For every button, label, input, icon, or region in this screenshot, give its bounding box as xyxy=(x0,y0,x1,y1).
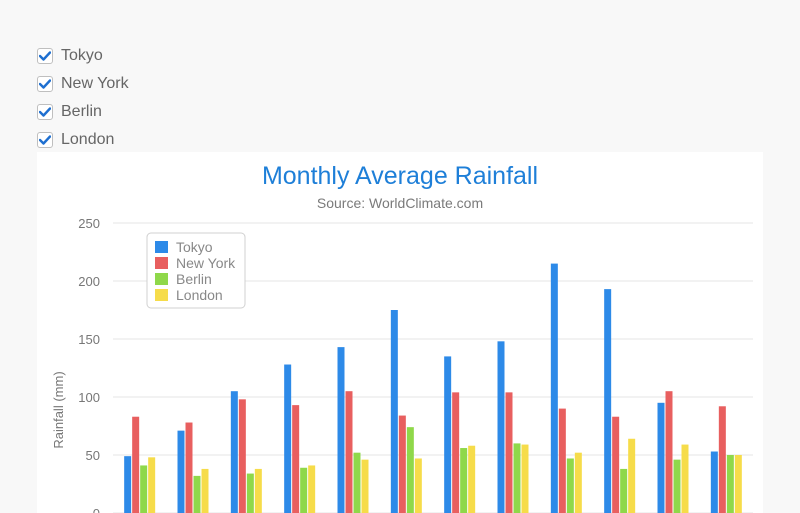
bar[interactable] xyxy=(566,458,574,513)
bars xyxy=(124,263,742,513)
bar[interactable] xyxy=(308,465,316,513)
bar[interactable] xyxy=(246,473,254,513)
bar[interactable] xyxy=(665,391,673,513)
bar[interactable] xyxy=(292,405,300,513)
y-tick-label: 100 xyxy=(78,390,100,405)
filter-label-london: London xyxy=(61,131,115,148)
y-tick-label: 50 xyxy=(86,448,100,463)
bar[interactable] xyxy=(284,364,292,513)
bar[interactable] xyxy=(550,263,558,513)
bar[interactable] xyxy=(238,399,246,513)
checkmark-icon xyxy=(39,79,51,89)
bar[interactable] xyxy=(673,459,681,513)
bar[interactable] xyxy=(468,445,476,513)
series-filter-list: Tokyo New York Berlin London xyxy=(37,42,129,154)
checkbox-new-york[interactable] xyxy=(37,76,53,92)
bar[interactable] xyxy=(444,356,452,513)
bar[interactable] xyxy=(300,467,308,513)
bar[interactable] xyxy=(718,406,726,513)
checkmark-icon xyxy=(39,107,51,117)
bar[interactable] xyxy=(521,444,529,513)
checkbox-london[interactable] xyxy=(37,132,53,148)
bar[interactable] xyxy=(513,443,521,513)
bar[interactable] xyxy=(337,347,345,513)
y-axis-title: Rainfall (mm) xyxy=(51,371,66,448)
y-tick-label: 250 xyxy=(78,216,100,231)
bar[interactable] xyxy=(612,416,620,513)
bar[interactable] xyxy=(132,416,140,513)
bar[interactable] xyxy=(406,427,414,513)
checkmark-icon xyxy=(39,51,51,61)
bar[interactable] xyxy=(148,457,156,513)
filter-label-berlin: Berlin xyxy=(61,103,102,120)
legend-box xyxy=(146,232,246,309)
chart-panel: Monthly Average Rainfall Source: WorldCl… xyxy=(37,152,763,513)
bar[interactable] xyxy=(558,408,566,513)
legend-label[interactable]: London xyxy=(176,287,223,303)
bar[interactable] xyxy=(710,451,718,513)
bar[interactable] xyxy=(193,475,201,513)
bar[interactable] xyxy=(505,392,513,513)
legend-label[interactable]: Berlin xyxy=(176,271,212,287)
legend-label[interactable]: Tokyo xyxy=(176,239,213,255)
bar[interactable] xyxy=(734,455,742,513)
bar[interactable] xyxy=(201,468,209,513)
filter-tokyo[interactable]: Tokyo xyxy=(37,42,129,70)
chart-title: Monthly Average Rainfall xyxy=(262,162,538,190)
bar[interactable] xyxy=(657,402,665,513)
bar[interactable] xyxy=(681,444,689,513)
bar[interactable] xyxy=(390,310,398,513)
bar[interactable] xyxy=(460,448,468,513)
legend-swatch xyxy=(155,257,168,269)
bar[interactable] xyxy=(620,468,628,513)
filter-new-york[interactable]: New York xyxy=(37,70,129,98)
bar[interactable] xyxy=(230,391,238,513)
legend-swatch xyxy=(155,273,168,285)
bar[interactable] xyxy=(628,438,636,513)
bar[interactable] xyxy=(452,392,460,513)
filter-label-tokyo: Tokyo xyxy=(61,47,103,64)
bar[interactable] xyxy=(398,415,406,513)
checkbox-berlin[interactable] xyxy=(37,104,53,120)
bar[interactable] xyxy=(414,458,422,513)
filter-berlin[interactable]: Berlin xyxy=(37,98,129,126)
legend-swatch xyxy=(155,241,168,253)
bar[interactable] xyxy=(124,456,132,513)
legend-swatch xyxy=(155,289,168,301)
bar[interactable] xyxy=(177,430,185,513)
y-axis-ticks: 0 50 100 150 200 250 xyxy=(78,216,100,513)
bar[interactable] xyxy=(361,459,369,513)
rainfall-bar-chart: Monthly Average Rainfall Source: WorldCl… xyxy=(51,162,753,513)
bar[interactable] xyxy=(726,455,734,513)
filter-label-new-york: New York xyxy=(61,75,129,92)
bar[interactable] xyxy=(574,452,582,513)
legend-label[interactable]: New York xyxy=(176,255,236,271)
bar[interactable] xyxy=(353,452,361,513)
bar[interactable] xyxy=(254,468,262,513)
bar[interactable] xyxy=(604,289,612,513)
bar[interactable] xyxy=(345,391,353,513)
y-tick-label: 200 xyxy=(78,274,100,289)
checkmark-icon xyxy=(39,135,51,145)
chart-subtitle: Source: WorldClimate.com xyxy=(317,195,483,211)
bar[interactable] xyxy=(140,465,148,513)
filter-london[interactable]: London xyxy=(37,126,129,154)
y-tick-label: 150 xyxy=(78,332,100,347)
y-tick-label: 0 xyxy=(93,506,100,513)
bar[interactable] xyxy=(497,341,505,513)
checkbox-tokyo[interactable] xyxy=(37,48,53,64)
bar[interactable] xyxy=(185,422,193,513)
